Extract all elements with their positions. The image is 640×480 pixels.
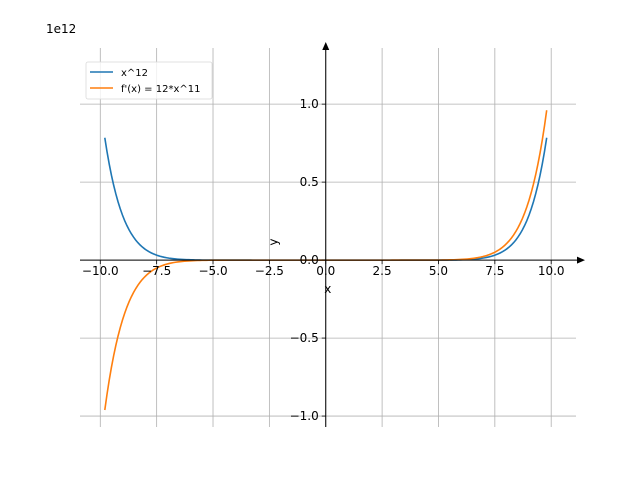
legend: x^12 f'(x) = 12*x^11 — [85, 61, 213, 100]
y-tick-label: −1.0 — [290, 409, 319, 423]
tick-labels: −10.0 −7.5 −5.0 −2.5 0.0 2.5 5.0 7.5 10.0 −1.0 −0.… — [82, 97, 565, 423]
x-tick-label: −7.5 — [142, 264, 171, 278]
axes — [80, 42, 585, 427]
grid — [80, 48, 576, 427]
x-axis-arrow-icon — [577, 256, 585, 264]
y-tick-label: 1.0 — [300, 97, 319, 111]
legend-box — [85, 61, 213, 100]
x-tick-label: 5.0 — [429, 264, 448, 278]
y-axis-label: y — [267, 239, 281, 246]
offset-text: 1e12 — [46, 22, 76, 36]
x-tick-label: −2.5 — [255, 264, 284, 278]
x-tick-label: −10.0 — [82, 264, 119, 278]
x-tick-label: 10.0 — [538, 264, 565, 278]
y-tick-label: −0.5 — [290, 331, 319, 345]
x-tick-label: 7.5 — [485, 264, 504, 278]
x-axis-label: x — [324, 282, 331, 296]
x-tick-label: −5.0 — [198, 264, 227, 278]
legend-entry-label: f'(x) = 12*x^11 — [121, 84, 200, 95]
y-axis-arrow-icon — [322, 42, 330, 50]
y-tick-label: 0.0 — [300, 253, 319, 267]
x-tick-label: 0.0 — [316, 264, 335, 278]
y-tick-label: 0.5 — [300, 175, 319, 189]
legend-entry-label: x^12 — [121, 68, 148, 79]
x-tick-label: 2.5 — [373, 264, 392, 278]
